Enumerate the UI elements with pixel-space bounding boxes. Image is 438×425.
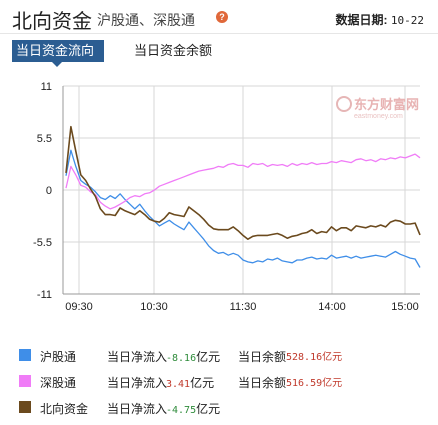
date-label: 数据日期: [335, 13, 388, 27]
watermark-text: 东方财富网 [354, 97, 419, 112]
flow-value-wrap: -4.75亿元 [166, 400, 220, 417]
x-tick-label: 09:30 [65, 301, 93, 310]
legend-row-sz: 深股通 当日净流入 3.41亿元 当日余额 516.59亿元 [0, 370, 438, 392]
flow-label: 当日净流入 [107, 402, 168, 416]
x-tick-label: 14:00 [318, 301, 346, 310]
flow-unit: 亿元 [196, 350, 221, 364]
balance-label: 当日余额 [238, 376, 287, 390]
balance-value: 528.16亿元 [286, 352, 343, 363]
tab-daily-balance[interactable]: 当日资金余额 [134, 43, 213, 58]
flow-unit: 亿元 [196, 402, 221, 416]
flow-value: -4.75 [166, 405, 197, 416]
flow-label: 当日净流入 [107, 350, 168, 364]
balance-label: 当日余额 [238, 350, 287, 364]
flow-value: -8.16 [166, 353, 197, 364]
help-icon[interactable]: ? [216, 11, 228, 23]
data-date: 数据日期: 10-22 [336, 11, 424, 28]
legend-name: 深股通 [40, 376, 77, 390]
legend-name: 沪股通 [40, 350, 77, 364]
balance-value: 516.59亿元 [286, 378, 343, 389]
swatch-sh [19, 349, 31, 361]
chart-ticks: 11 5.5 0 -5.5 -11 09:30 10:30 11:30 14:00 15:00 [33, 81, 419, 310]
legend-row-sh: 沪股通 当日净流入 -8.16亿元 当日余额 528.16亿元 [0, 344, 438, 366]
chart-grid [62, 85, 420, 295]
flow-value-wrap: -8.16亿元 [166, 348, 220, 365]
y-tick-label: 5.5 [37, 133, 52, 145]
tab-daily-flow[interactable]: 当日资金流向 [12, 40, 104, 62]
y-tick-label: 0 [46, 185, 52, 197]
active-tab-caret [52, 62, 62, 67]
header: 北向资金 沪股通、深股通 ? 数据日期: 10-22 [0, 0, 438, 34]
y-tick-label: -11 [37, 289, 52, 301]
series-line-深股通 [65, 153, 421, 210]
flow-label: 当日净流入 [107, 376, 168, 390]
series-line-沪股通 [65, 149, 421, 268]
legend-row-north: 北向资金 当日净流入 -4.75亿元 [0, 396, 438, 418]
x-tick-label: 10:30 [140, 301, 168, 310]
flow-unit: 亿元 [190, 376, 215, 390]
page-subtitle: 沪股通、深股通 [97, 12, 195, 28]
y-tick-label: 11 [41, 81, 52, 93]
y-tick-label: -5.5 [33, 237, 52, 249]
x-tick-label: 15:00 [391, 301, 419, 310]
series-line-北向资金 [65, 125, 421, 240]
swatch-sz [19, 375, 31, 387]
legend-name: 北向资金 [40, 402, 89, 416]
flow-value: 3.41 [166, 379, 191, 390]
flow-value-wrap: 3.41亿元 [166, 374, 214, 391]
page-title: 北向资金 [12, 11, 92, 33]
chart-series [65, 125, 421, 268]
swatch-north [19, 401, 31, 413]
date-value: 10-22 [390, 14, 424, 27]
watermark-subtext: eastmoney.com [354, 113, 403, 120]
x-tick-label: 11:30 [230, 301, 257, 310]
